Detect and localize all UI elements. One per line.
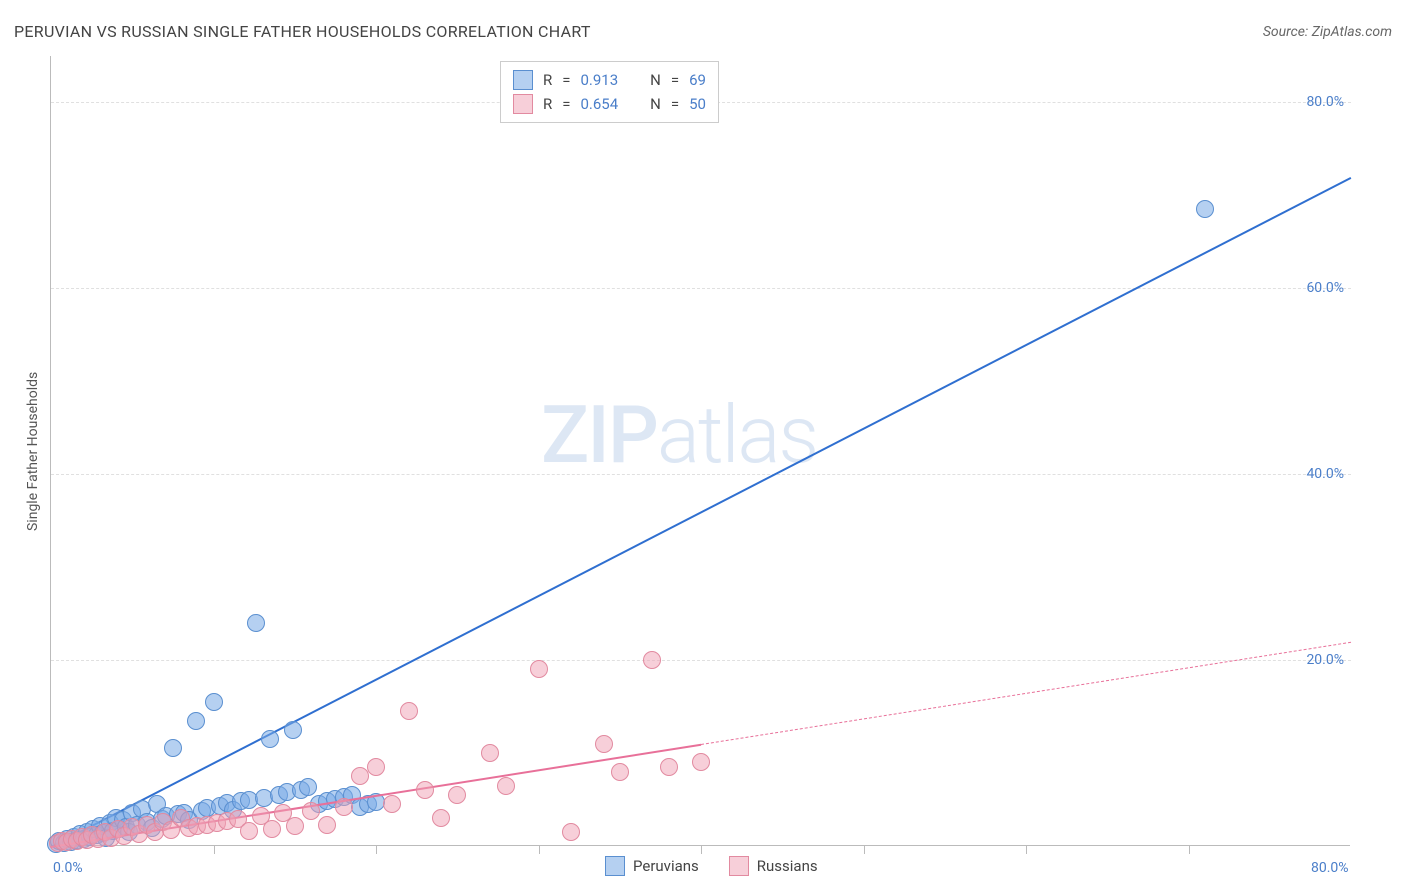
data-point — [497, 777, 515, 795]
data-point — [302, 802, 320, 820]
data-point — [351, 767, 369, 785]
x-tick — [214, 846, 215, 854]
data-point — [643, 651, 661, 669]
watermark: ZIPatlas — [541, 388, 817, 482]
data-point — [187, 712, 205, 730]
data-point — [416, 781, 434, 799]
data-point — [205, 693, 223, 711]
source-name: ZipAtlas.com — [1312, 24, 1392, 40]
data-point — [240, 822, 258, 840]
x-tick — [539, 846, 540, 854]
data-point — [400, 702, 418, 720]
data-point — [263, 820, 281, 838]
legend-swatch — [729, 856, 749, 876]
stat-N-value: 50 — [689, 92, 706, 116]
legend-swatch — [513, 94, 533, 114]
legend-swatch — [605, 856, 625, 876]
data-point — [595, 735, 613, 753]
data-point — [660, 758, 678, 776]
gridline — [51, 288, 1351, 289]
chart-title: PERUVIAN VS RUSSIAN SINGLE FATHER HOUSEH… — [14, 22, 591, 41]
trend-line — [51, 177, 1352, 848]
data-point — [318, 816, 336, 834]
watermark-zip: ZIP — [541, 388, 657, 482]
source-attribution: Source: ZipAtlas.com — [1263, 24, 1392, 40]
series-legend-item: Peruvians — [605, 856, 699, 876]
y-tick-label: 80.0% — [1306, 94, 1344, 110]
stat-N-value: 69 — [689, 68, 706, 92]
x-tick — [864, 846, 865, 854]
series-legend: Peruvians Russians — [605, 856, 818, 876]
series-legend-label: Peruvians — [633, 857, 699, 875]
plot-area: ZIPatlas 20.0%40.0%60.0%80.0%0.0%80.0% — [50, 56, 1350, 846]
x-tick-label: 80.0% — [1311, 860, 1349, 876]
x-tick — [1189, 846, 1190, 854]
stat-R-label: R — [543, 92, 552, 116]
trend-line — [701, 642, 1351, 745]
stat-N-label: N — [650, 92, 661, 116]
data-point — [448, 786, 466, 804]
stat-R-value: 0.654 — [580, 92, 618, 116]
y-axis-label: Single Father Households — [25, 372, 41, 531]
data-point — [286, 817, 304, 835]
stats-legend: R = 0.913 N = 69 R = 0.654 N = 50 — [500, 61, 719, 123]
x-tick — [701, 846, 702, 854]
stats-legend-row: R = 0.654 N = 50 — [513, 92, 706, 116]
data-point — [367, 758, 385, 776]
source-prefix: Source: — [1263, 24, 1312, 40]
data-point — [530, 660, 548, 678]
x-tick-label: 0.0% — [53, 860, 83, 876]
series-legend-label: Russians — [757, 857, 818, 875]
stat-R-label: R — [543, 68, 552, 92]
y-tick-label: 40.0% — [1306, 466, 1344, 482]
y-tick-label: 20.0% — [1306, 652, 1344, 668]
x-tick — [376, 846, 377, 854]
stat-eq: = — [562, 68, 570, 92]
stat-eq: = — [671, 68, 679, 92]
data-point — [247, 614, 265, 632]
data-point — [335, 798, 353, 816]
data-point — [261, 730, 279, 748]
chart-container: Single Father Households ZIPatlas 20.0%4… — [50, 56, 1396, 856]
stat-R-value: 0.913 — [580, 68, 618, 92]
data-point — [164, 739, 182, 757]
data-point — [432, 809, 450, 827]
stat-eq: = — [562, 92, 570, 116]
gridline — [51, 660, 1351, 661]
data-point — [1196, 200, 1214, 218]
stats-legend-row: R = 0.913 N = 69 — [513, 68, 706, 92]
data-point — [481, 744, 499, 762]
data-point — [383, 795, 401, 813]
legend-swatch — [513, 70, 533, 90]
x-tick — [1026, 846, 1027, 854]
stat-eq: = — [671, 92, 679, 116]
series-legend-item: Russians — [729, 856, 818, 876]
gridline — [51, 474, 1351, 475]
data-point — [692, 753, 710, 771]
watermark-atlas: atlas — [657, 388, 817, 482]
data-point — [284, 721, 302, 739]
y-tick-label: 60.0% — [1306, 280, 1344, 296]
data-point — [611, 763, 629, 781]
stat-N-label: N — [650, 68, 661, 92]
data-point — [299, 778, 317, 796]
data-point — [562, 823, 580, 841]
